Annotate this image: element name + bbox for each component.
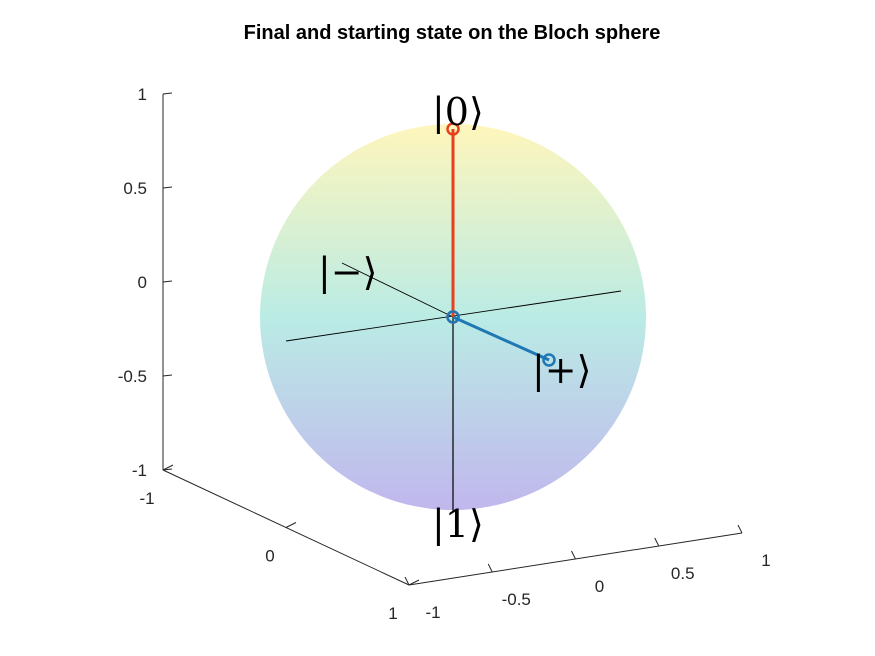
z-tick-label: -1 (132, 461, 147, 480)
x-tick-mark (737, 524, 743, 534)
state-end-marker (542, 353, 556, 367)
axes-box: -1 -0.5 0 0.5 1 -1 0 1 -1 -0.5 0 0.5 1 (118, 85, 771, 623)
ket-labels: |0⟩ |1⟩ |+⟩ |−⟩ (318, 90, 591, 546)
x-tick-mark (571, 550, 576, 560)
basis-ket-label: |1⟩ (432, 502, 484, 546)
y-tick-mark (162, 464, 174, 471)
y-tick-label: -1 (139, 489, 154, 508)
state-vector-line (452, 315, 550, 362)
x-tick-mark (654, 537, 660, 547)
y-tick-label: 0 (265, 547, 274, 566)
basis-ket-label: |+⟩ (532, 348, 591, 392)
x-tick-label: 1 (761, 551, 770, 570)
z-tick-label: -0.5 (118, 367, 147, 386)
z-tick-mark (162, 92, 173, 95)
y-tick-mark (285, 522, 297, 528)
x-tick-label: -1 (425, 603, 440, 622)
basis-ket-label: |−⟩ (318, 250, 377, 294)
y-tick-label: 1 (388, 604, 397, 623)
basis-ket-label: |0⟩ (432, 90, 484, 134)
minus-reference-line (341, 262, 454, 318)
state-end-marker (446, 122, 460, 136)
z-tick-mark (162, 468, 173, 471)
z-tick-label: 0.5 (123, 179, 147, 198)
z-tick-label: 0 (138, 273, 147, 292)
z-tick-mark (162, 186, 173, 189)
marks-layer (285, 122, 622, 512)
x-tick-label: -0.5 (502, 590, 531, 609)
y-tick-mark (408, 579, 420, 586)
x-tick-mark (404, 576, 410, 586)
z-tick-mark (162, 280, 173, 283)
state-start-marker (446, 310, 460, 324)
z-tick-label: 1 (138, 85, 147, 104)
chart-title: Final and starting state on the Bloch sp… (244, 22, 661, 44)
z-tick-mark (162, 374, 173, 377)
x-tick-mark (487, 563, 493, 573)
x-tick-label: 0 (595, 577, 604, 596)
x-tick-label: 0.5 (671, 564, 695, 583)
